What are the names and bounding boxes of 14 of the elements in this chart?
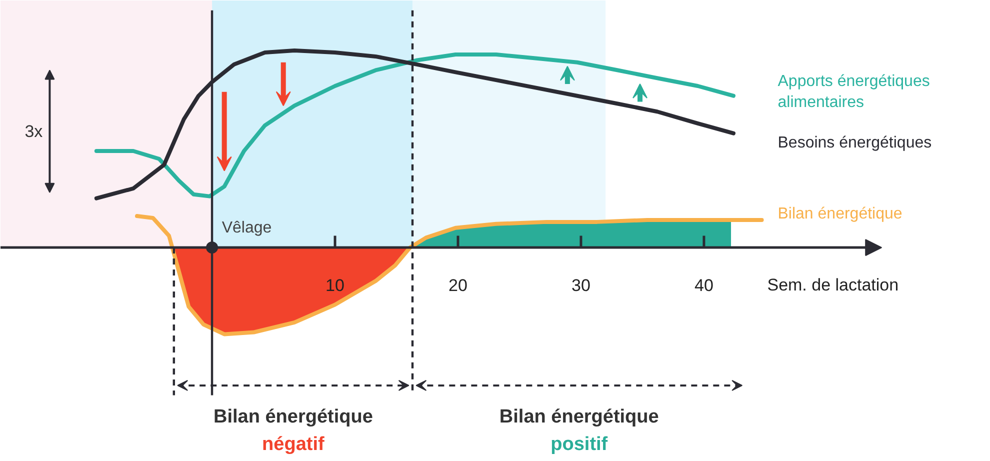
x-tick-label: 10 xyxy=(326,276,344,295)
ref-line-label: Vêlage xyxy=(222,219,272,236)
text: positif xyxy=(550,434,608,456)
x-axis-title: Sem. de lactation xyxy=(767,275,899,294)
x-tick-label: 20 xyxy=(448,276,468,295)
x-tick-label: 30 xyxy=(572,276,590,295)
text: Bilan énergétique xyxy=(213,406,373,428)
text: Bilan énergétique xyxy=(499,406,659,428)
text: Besoins énergétiques xyxy=(778,134,932,152)
annotation: 3x xyxy=(24,122,44,141)
series-label: Bilan énergétique xyxy=(778,206,902,223)
text: négatif xyxy=(262,434,326,456)
x-tick-label: 40 xyxy=(694,276,714,295)
text: Apports énergétiques alimentaires xyxy=(778,72,930,112)
